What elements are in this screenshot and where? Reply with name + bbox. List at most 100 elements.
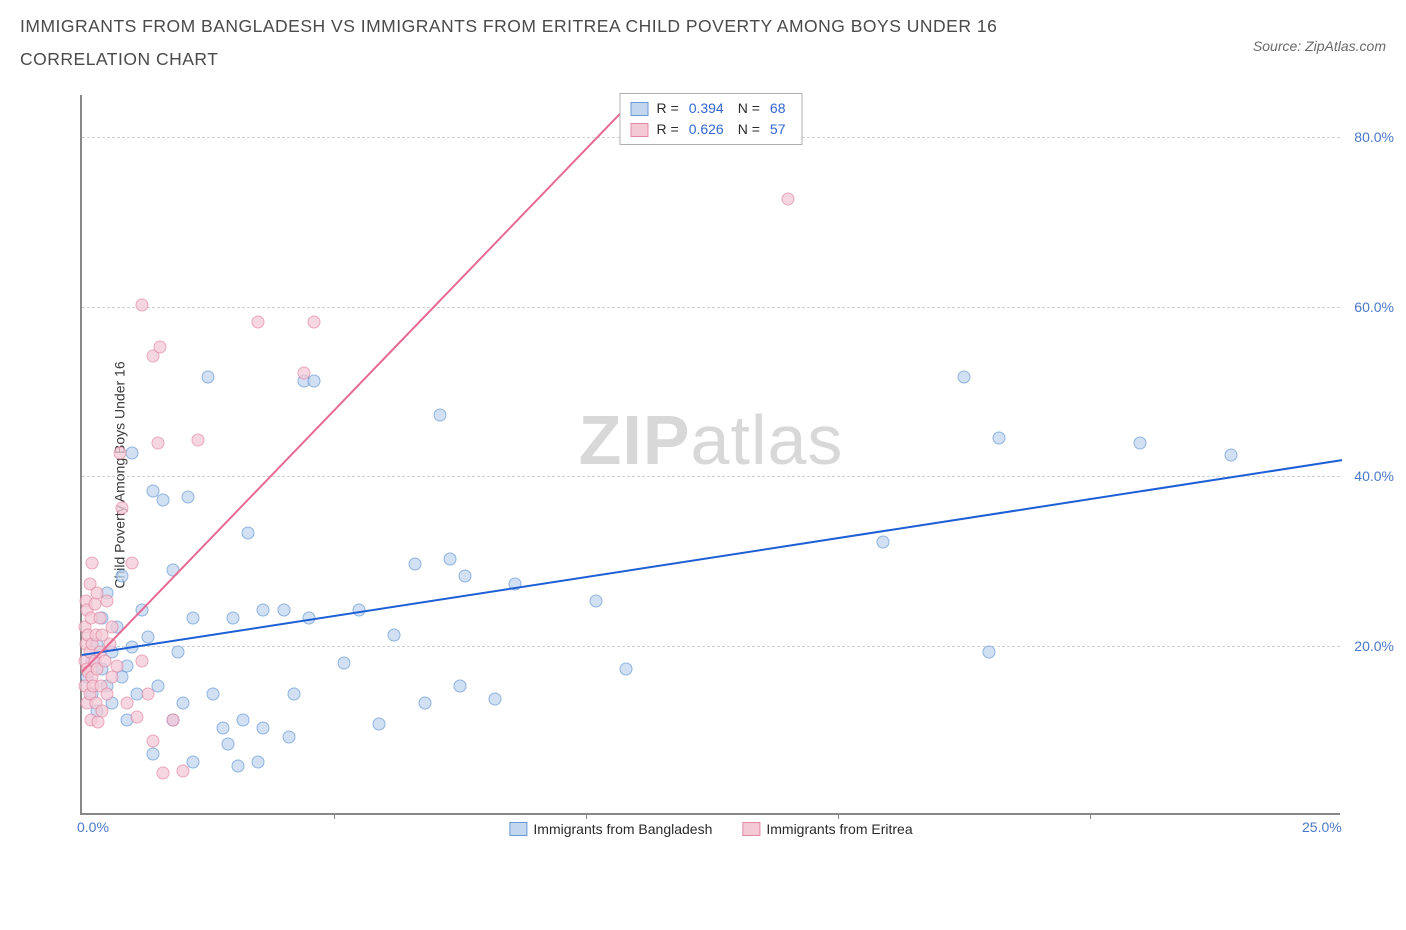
- data-point: [433, 408, 446, 421]
- data-point: [141, 630, 154, 643]
- y-tick-label: 60.0%: [1354, 299, 1394, 315]
- data-point: [454, 679, 467, 692]
- data-point: [222, 737, 235, 750]
- data-point: [227, 612, 240, 625]
- data-point: [418, 696, 431, 709]
- data-point: [217, 722, 230, 735]
- data-point: [136, 654, 149, 667]
- data-point: [207, 688, 220, 701]
- legend-item: Immigrants from Eritrea: [742, 821, 912, 837]
- data-point: [116, 569, 129, 582]
- data-point: [121, 696, 134, 709]
- data-point: [781, 192, 794, 205]
- y-tick-label: 40.0%: [1354, 468, 1394, 484]
- data-point: [242, 527, 255, 540]
- data-point: [282, 730, 295, 743]
- data-point: [156, 767, 169, 780]
- data-point: [166, 713, 179, 726]
- data-point: [106, 620, 119, 633]
- data-point: [443, 552, 456, 565]
- data-point: [338, 657, 351, 670]
- data-point: [176, 764, 189, 777]
- data-point: [191, 434, 204, 447]
- data-point: [116, 502, 129, 515]
- x-minor-tick: [586, 813, 587, 819]
- data-point: [257, 603, 270, 616]
- data-point: [146, 735, 159, 748]
- data-point: [126, 557, 139, 570]
- data-point: [877, 535, 890, 548]
- data-point: [98, 654, 111, 667]
- data-point: [111, 660, 124, 673]
- x-minor-tick: [334, 813, 335, 819]
- legend-row: R =0.626N =57: [631, 119, 792, 140]
- data-point: [86, 557, 99, 570]
- data-point: [101, 595, 114, 608]
- data-point: [181, 491, 194, 504]
- data-point: [297, 366, 310, 379]
- data-point: [252, 756, 265, 769]
- data-point: [1134, 436, 1147, 449]
- data-point: [93, 612, 106, 625]
- data-point: [88, 597, 101, 610]
- trend-line: [81, 95, 638, 672]
- data-point: [151, 436, 164, 449]
- data-point: [141, 688, 154, 701]
- plot-region: ZIPatlas R =0.394N =68R =0.626N =57 Immi…: [80, 95, 1340, 815]
- gridline: [82, 646, 1340, 647]
- data-point: [101, 688, 114, 701]
- legend-swatch: [631, 102, 649, 116]
- data-point: [307, 315, 320, 328]
- data-point: [232, 760, 245, 773]
- data-point: [1225, 448, 1238, 461]
- data-point: [408, 557, 421, 570]
- x-tick-label: 0.0%: [77, 819, 109, 835]
- chart-title: IMMIGRANTS FROM BANGLADESH VS IMMIGRANTS…: [20, 10, 1120, 77]
- trend-line: [82, 459, 1342, 656]
- x-minor-tick: [1090, 813, 1091, 819]
- data-point: [154, 341, 167, 354]
- correlation-legend: R =0.394N =68R =0.626N =57: [620, 93, 803, 145]
- data-point: [156, 493, 169, 506]
- data-point: [983, 646, 996, 659]
- legend-row: R =0.394N =68: [631, 98, 792, 119]
- data-point: [958, 370, 971, 383]
- data-point: [489, 692, 502, 705]
- chart-area: Child Poverty Among Boys Under 16 ZIPatl…: [50, 95, 1390, 855]
- data-point: [307, 375, 320, 388]
- series-legend: Immigrants from Bangladesh Immigrants fro…: [509, 821, 912, 837]
- data-point: [993, 431, 1006, 444]
- data-point: [373, 718, 386, 731]
- legend-swatch: [742, 822, 760, 836]
- data-point: [459, 569, 472, 582]
- data-point: [96, 705, 109, 718]
- data-point: [252, 315, 265, 328]
- data-point: [113, 447, 126, 460]
- data-point: [126, 447, 139, 460]
- legend-label: Immigrants from Bangladesh: [533, 821, 712, 837]
- data-point: [131, 711, 144, 724]
- gridline: [82, 307, 1340, 308]
- data-point: [257, 722, 270, 735]
- data-point: [171, 646, 184, 659]
- legend-label: Immigrants from Eritrea: [766, 821, 912, 837]
- y-tick-label: 20.0%: [1354, 638, 1394, 654]
- data-point: [287, 688, 300, 701]
- data-point: [186, 612, 199, 625]
- x-minor-tick: [838, 813, 839, 819]
- legend-swatch: [631, 123, 649, 137]
- source-label: Source: ZipAtlas.com: [1253, 38, 1386, 54]
- data-point: [590, 595, 603, 608]
- data-point: [136, 298, 149, 311]
- data-point: [620, 663, 633, 676]
- data-point: [277, 603, 290, 616]
- data-point: [146, 747, 159, 760]
- watermark: ZIPatlas: [579, 400, 844, 480]
- legend-item: Immigrants from Bangladesh: [509, 821, 712, 837]
- data-point: [388, 629, 401, 642]
- legend-swatch: [509, 822, 527, 836]
- y-tick-label: 80.0%: [1354, 129, 1394, 145]
- x-tick-label: 25.0%: [1302, 819, 1342, 835]
- data-point: [202, 370, 215, 383]
- data-point: [237, 713, 250, 726]
